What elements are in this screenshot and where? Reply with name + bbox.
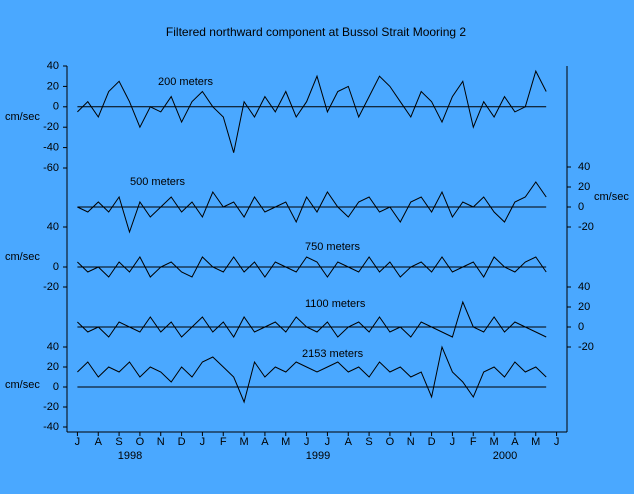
y-tick-label: 20 [47,361,59,373]
y-tick-label: 0 [53,381,59,393]
series-name: 2153 meters [302,348,364,360]
y-axis-label: cm/sec [594,191,629,203]
series-line [77,256,547,278]
x-tick-label: A [345,436,353,448]
x-tick-label: J [450,436,456,448]
x-tick-label: D [178,436,186,448]
chart-title: Filtered northward component at Bussol S… [166,25,466,39]
y-tick-label: 0 [578,321,584,333]
y-tick-label: -20 [578,341,594,353]
series-line [77,300,547,338]
y-tick-label: -20 [43,281,59,293]
x-tick-label: M [489,436,498,448]
x-tick-label: J [75,436,81,448]
y-axis-label: cm/sec [5,379,40,391]
y-tick-label: 0 [53,101,59,113]
series-line [77,345,547,404]
year-label: 2000 [493,450,517,462]
y-tick-label: 40 [47,60,59,72]
y-tick-label: 20 [47,80,59,92]
x-tick-label: M [239,436,248,448]
y-tick-label: 20 [578,181,590,193]
series-line [77,181,547,234]
x-tick-label: J [325,436,331,448]
y-tick-label: 40 [578,161,590,173]
x-tick-label: M [281,436,290,448]
series-line [77,69,547,153]
x-tick-label: F [470,436,477,448]
y-tick-label: 40 [47,341,59,353]
x-tick-label: J [554,436,560,448]
x-tick-label: F [220,436,227,448]
x-tick-label: O [136,436,145,448]
series-name: 1100 meters [305,298,366,310]
y-tick-label: 0 [53,261,59,273]
x-tick-label: A [95,436,103,448]
series-name: 750 meters [305,241,361,253]
y-tick-label: 0 [578,201,584,213]
x-tick-label: S [115,436,122,448]
y-tick-label: -60 [43,162,59,174]
y-tick-label: 40 [578,281,590,293]
y-tick-label: -40 [43,142,59,154]
y-tick-label: -20 [43,401,59,413]
series-name: 200 meters [158,76,214,88]
y-tick-label: -20 [43,121,59,133]
x-tick-label: A [511,436,519,448]
x-tick-label: O [386,436,395,448]
x-tick-label: N [407,436,415,448]
y-tick-label: -20 [578,221,594,233]
year-label: 1999 [306,450,330,462]
x-tick-label: M [531,436,540,448]
y-tick-label: 40 [47,221,59,233]
y-tick-label: 20 [578,301,590,313]
x-tick-label: S [365,436,372,448]
y-axis-label: cm/sec [5,111,40,123]
series-name: 500 meters [130,176,186,188]
x-tick-label: J [200,436,206,448]
x-tick-label: D [428,436,436,448]
x-tick-label: A [261,436,269,448]
y-axis-label: cm/sec [5,251,40,263]
x-tick-label: J [304,436,310,448]
y-tick-label: -40 [43,421,59,433]
year-label: 1998 [118,450,142,462]
x-tick-label: N [157,436,165,448]
